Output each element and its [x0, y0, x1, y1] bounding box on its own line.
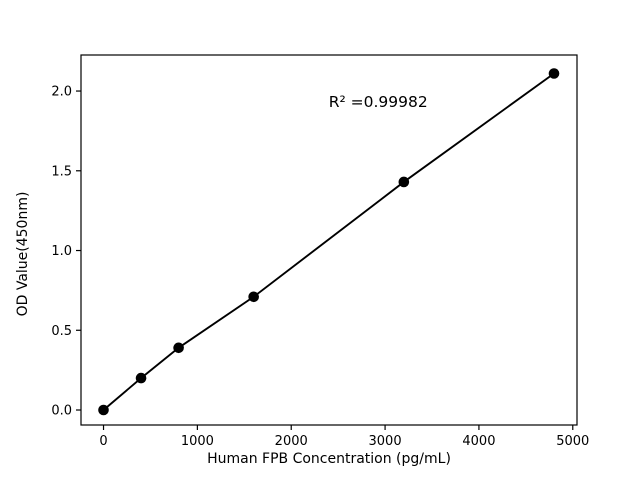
x-tick-label: 0	[99, 434, 107, 449]
x-tick-label: 2000	[275, 434, 308, 449]
x-tick-label: 3000	[369, 434, 402, 449]
x-tick-label: 1000	[181, 434, 214, 449]
data-point	[398, 176, 410, 188]
plot-area-border	[80, 54, 578, 426]
data-point	[135, 372, 147, 384]
r-squared-annotation: R² =0.99982	[329, 93, 428, 111]
fit-line	[102, 72, 555, 411]
x-axis-label: Human FPB Concentration (pg/mL)	[207, 451, 451, 467]
x-tick-label: 5000	[556, 434, 589, 449]
x-tick-label: 4000	[462, 434, 495, 449]
data-point	[248, 291, 259, 303]
y-tick-label: 2.0	[51, 85, 72, 100]
y-tick-label: 0.5	[51, 324, 72, 339]
y-tick-label: 0.0	[51, 404, 72, 419]
y-axis-label: OD Value(450nm)	[15, 192, 31, 317]
y-tick-label: 1.0	[51, 244, 72, 259]
data-point	[98, 404, 109, 416]
data-point	[548, 68, 560, 79]
y-tick-label: 1.5	[51, 164, 72, 179]
data-point	[173, 342, 184, 354]
